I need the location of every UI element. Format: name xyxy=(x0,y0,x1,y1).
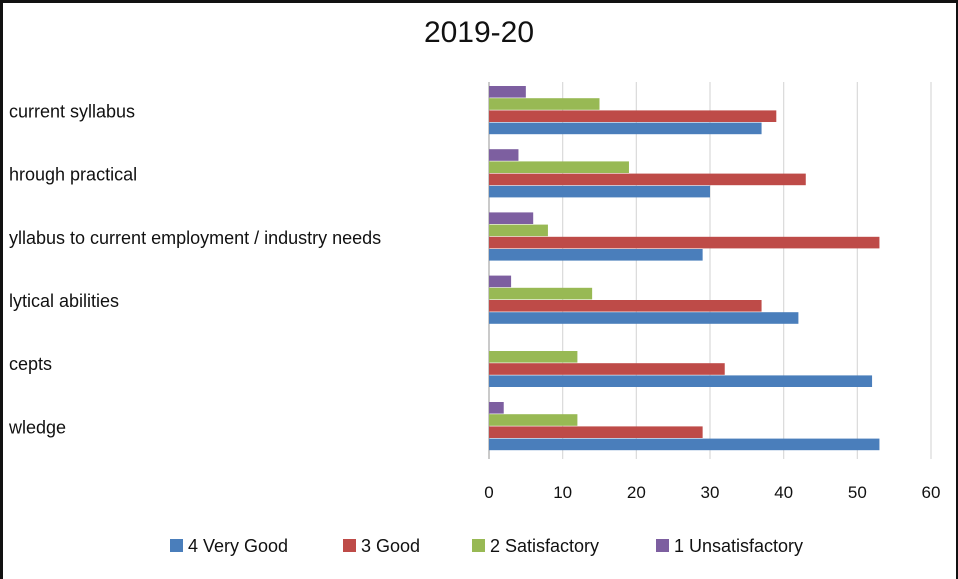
bar-4-very-good xyxy=(489,185,710,198)
legend-label: 2 Satisfactory xyxy=(490,536,599,556)
bar-2-satisfactory xyxy=(489,351,578,363)
x-tick-label: 20 xyxy=(627,483,646,502)
bar-4-very-good xyxy=(489,122,762,135)
legend-swatch xyxy=(472,539,485,552)
x-tick-label: 40 xyxy=(774,483,793,502)
bar-2-satisfactory xyxy=(489,161,629,173)
legend-swatch xyxy=(170,539,183,552)
x-tick-label: 10 xyxy=(553,483,572,502)
bar-4-very-good xyxy=(489,312,799,324)
category-label: cepts xyxy=(9,354,52,374)
legend-label: 3 Good xyxy=(361,536,420,556)
bar-3-good xyxy=(489,236,880,249)
bar-1-unsatisfactory xyxy=(489,212,534,224)
bar-2-satisfactory xyxy=(489,414,578,426)
bar-1-unsatisfactory xyxy=(489,86,526,98)
bar-2-satisfactory xyxy=(489,287,593,300)
bar-3-good xyxy=(489,173,806,186)
bar-4-very-good xyxy=(489,375,873,387)
category-label: lytical abilities xyxy=(9,291,119,311)
legend-label: 1 Unsatisfactory xyxy=(674,536,803,556)
bar-1-unsatisfactory xyxy=(489,402,504,414)
x-tick-label: 60 xyxy=(922,483,941,502)
category-label: current syllabus xyxy=(9,101,135,121)
x-tick-label: 0 xyxy=(484,483,493,502)
legend-swatch xyxy=(656,539,669,552)
legend-label: 4 Very Good xyxy=(188,536,288,556)
category-label: yllabus to current employment / industry… xyxy=(9,228,381,248)
bar-1-unsatisfactory xyxy=(489,149,519,161)
bar-4-very-good xyxy=(489,438,880,451)
bar-2-satisfactory xyxy=(489,224,548,237)
category-label: hrough practical xyxy=(9,165,137,185)
bar-2-satisfactory xyxy=(489,98,600,110)
bar-4-very-good xyxy=(489,249,703,261)
x-tick-label: 50 xyxy=(848,483,867,502)
bar-3-good xyxy=(489,110,777,122)
category-label: wledge xyxy=(8,417,66,437)
bar-3-good xyxy=(489,363,725,375)
bar-1-unsatisfactory xyxy=(489,275,512,288)
bar-3-good xyxy=(489,300,762,312)
legend-swatch xyxy=(343,539,356,552)
x-tick-label: 30 xyxy=(701,483,720,502)
bar-3-good xyxy=(489,426,703,438)
chart-title: 2019-20 xyxy=(423,16,535,49)
